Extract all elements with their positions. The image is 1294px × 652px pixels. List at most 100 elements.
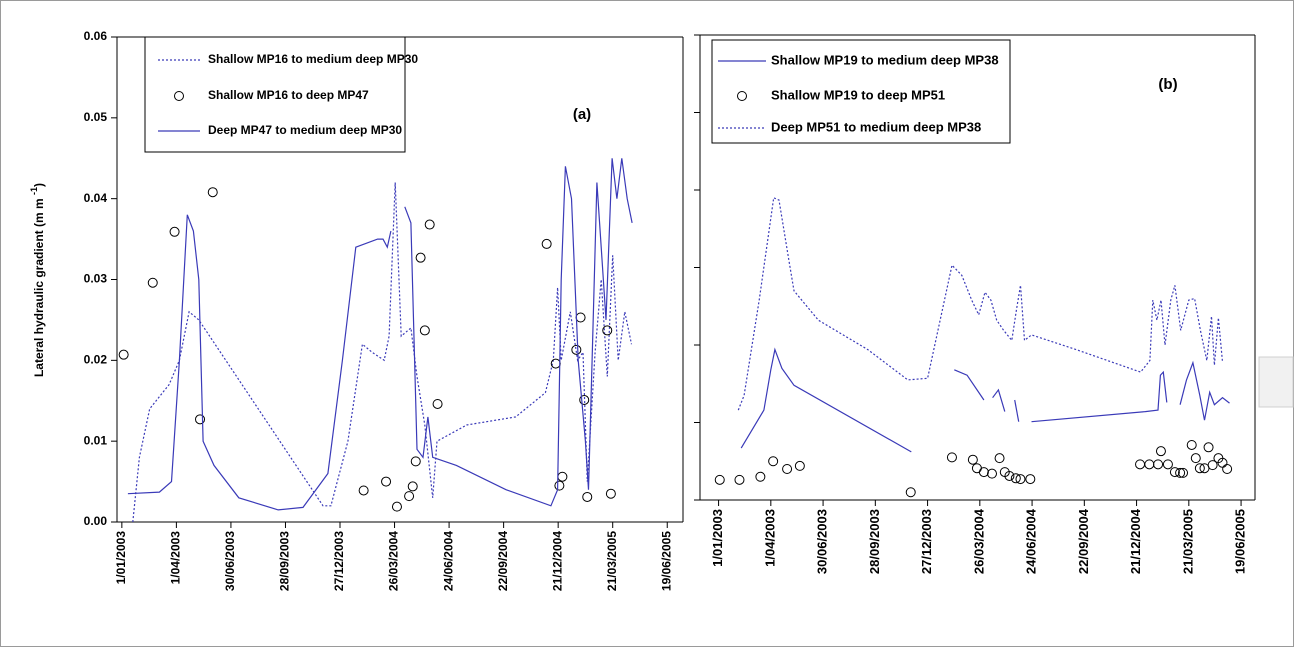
data-point bbox=[381, 476, 392, 487]
data-line bbox=[127, 214, 392, 511]
data-point bbox=[1015, 474, 1026, 485]
x-tick-label: 27/12/2003 bbox=[332, 531, 346, 591]
data-point bbox=[541, 238, 552, 249]
x-tick-label: 27/12/2003 bbox=[919, 509, 934, 574]
legend-box bbox=[711, 39, 1011, 144]
x-tick-label: 24/06/2004 bbox=[1024, 508, 1039, 574]
data-point bbox=[147, 277, 158, 288]
legend-box bbox=[144, 36, 406, 153]
x-tick-label: 26/03/2004 bbox=[971, 508, 986, 574]
panel-label: (b) bbox=[1158, 76, 1177, 93]
y-axis-label-suffix: ) bbox=[32, 183, 46, 187]
x-tick-label: 21/03/2005 bbox=[605, 531, 619, 591]
data-point bbox=[1004, 470, 1015, 481]
data-line bbox=[1179, 360, 1230, 421]
x-tick-label: 21/03/2005 bbox=[1180, 509, 1195, 574]
data-point bbox=[987, 468, 998, 479]
y-tick-label: 0.03 bbox=[84, 272, 108, 286]
x-tick-label: 22/09/2004 bbox=[1076, 508, 1091, 574]
data-point bbox=[782, 464, 793, 474]
data-point bbox=[905, 487, 916, 498]
data-point bbox=[419, 325, 430, 336]
data-point bbox=[1155, 446, 1166, 457]
x-tick-label: 28/09/2003 bbox=[278, 531, 292, 591]
data-point bbox=[358, 485, 369, 496]
data-point bbox=[768, 456, 779, 467]
data-point bbox=[994, 453, 1005, 464]
data-point bbox=[602, 325, 613, 336]
data-point bbox=[1207, 460, 1218, 471]
data-line bbox=[740, 347, 912, 453]
y-axis-label-superscript: -1 bbox=[29, 187, 39, 195]
x-tick-label: 22/09/2004 bbox=[496, 531, 510, 591]
panel: 1/01/2003 1/04/2003 30/06/2003 28/09/2003 27… bbox=[694, 34, 1256, 574]
data-point bbox=[1025, 474, 1036, 485]
data-point bbox=[415, 252, 426, 263]
legend-label: Shallow MP16 to medium deep MP30 bbox=[208, 52, 418, 66]
x-tick-label: 28/09/2003 bbox=[867, 509, 882, 574]
panel-label: (a) bbox=[573, 106, 591, 123]
side-widget bbox=[1258, 356, 1294, 408]
x-tick-label: 19/06/2005 bbox=[659, 531, 673, 591]
x-tick-label: 30/06/2003 bbox=[815, 509, 830, 574]
legend-label: Shallow MP19 to deep MP51 bbox=[771, 87, 945, 102]
data-point bbox=[424, 219, 435, 230]
y-tick-label: 0.02 bbox=[84, 353, 108, 367]
data-line bbox=[404, 158, 633, 507]
data-point bbox=[207, 187, 218, 198]
data-point bbox=[579, 394, 590, 405]
x-tick-label: 26/03/2004 bbox=[387, 531, 401, 591]
data-line bbox=[1014, 399, 1020, 422]
x-tick-label: 19/06/2005 bbox=[1233, 509, 1248, 574]
x-tick-label: 1/01/2003 bbox=[710, 509, 725, 567]
legend-label: Deep MP51 to medium deep MP38 bbox=[771, 119, 981, 134]
legend-marker bbox=[737, 91, 747, 101]
data-point bbox=[118, 349, 129, 360]
x-tick-label: 1/04/2003 bbox=[169, 531, 183, 585]
data-line bbox=[954, 369, 985, 401]
data-point bbox=[391, 501, 402, 512]
data-point bbox=[978, 467, 989, 478]
data-line bbox=[992, 388, 1006, 412]
data-line bbox=[132, 182, 633, 523]
data-point bbox=[755, 471, 766, 482]
y-axis-label-text: Lateral hydraulic gradient (m m bbox=[32, 195, 46, 377]
x-tick-label: 21/12/2004 bbox=[1128, 508, 1143, 574]
x-tick-label: 1/01/2003 bbox=[114, 531, 128, 585]
data-point bbox=[554, 480, 565, 491]
data-line bbox=[737, 196, 1224, 411]
data-point bbox=[1222, 464, 1233, 474]
data-point bbox=[195, 414, 206, 425]
y-tick-label: 0.06 bbox=[84, 29, 108, 43]
data-point bbox=[1162, 459, 1173, 470]
y-tick-label: 0.00 bbox=[84, 514, 108, 528]
x-tick-label: 1/04/2003 bbox=[762, 509, 777, 567]
data-point bbox=[404, 491, 415, 502]
legend-label: Shallow MP19 to medium deep MP38 bbox=[771, 52, 999, 67]
data-point bbox=[432, 398, 443, 409]
data-point bbox=[1153, 459, 1164, 470]
data-point bbox=[605, 488, 616, 499]
data-point bbox=[1010, 473, 1021, 484]
data-point bbox=[410, 456, 421, 467]
data-point bbox=[1186, 439, 1197, 450]
data-line bbox=[1031, 370, 1168, 423]
y-tick-label: 0.01 bbox=[84, 433, 108, 447]
data-point bbox=[734, 474, 745, 485]
data-point bbox=[1194, 463, 1205, 474]
data-point bbox=[407, 481, 418, 492]
data-point bbox=[169, 226, 180, 237]
y-axis-label: Lateral hydraulic gradient (m m -1) bbox=[29, 183, 46, 377]
data-point bbox=[946, 452, 957, 463]
legend-label: Shallow MP16 to deep MP47 bbox=[208, 88, 369, 102]
x-tick-label: 24/06/2004 bbox=[441, 531, 455, 591]
x-tick-label: 30/06/2003 bbox=[223, 531, 237, 591]
panel: 0.00 0.01 0.02 0.03 0.04 0.05 0.06 1/01/2003 1/0… bbox=[29, 29, 684, 591]
data-point bbox=[582, 491, 593, 502]
data-point bbox=[794, 460, 805, 471]
data-point bbox=[1190, 453, 1201, 464]
x-tick-label: 21/12/2004 bbox=[550, 531, 564, 591]
data-point bbox=[714, 474, 725, 485]
y-tick-label: 0.05 bbox=[84, 110, 108, 124]
